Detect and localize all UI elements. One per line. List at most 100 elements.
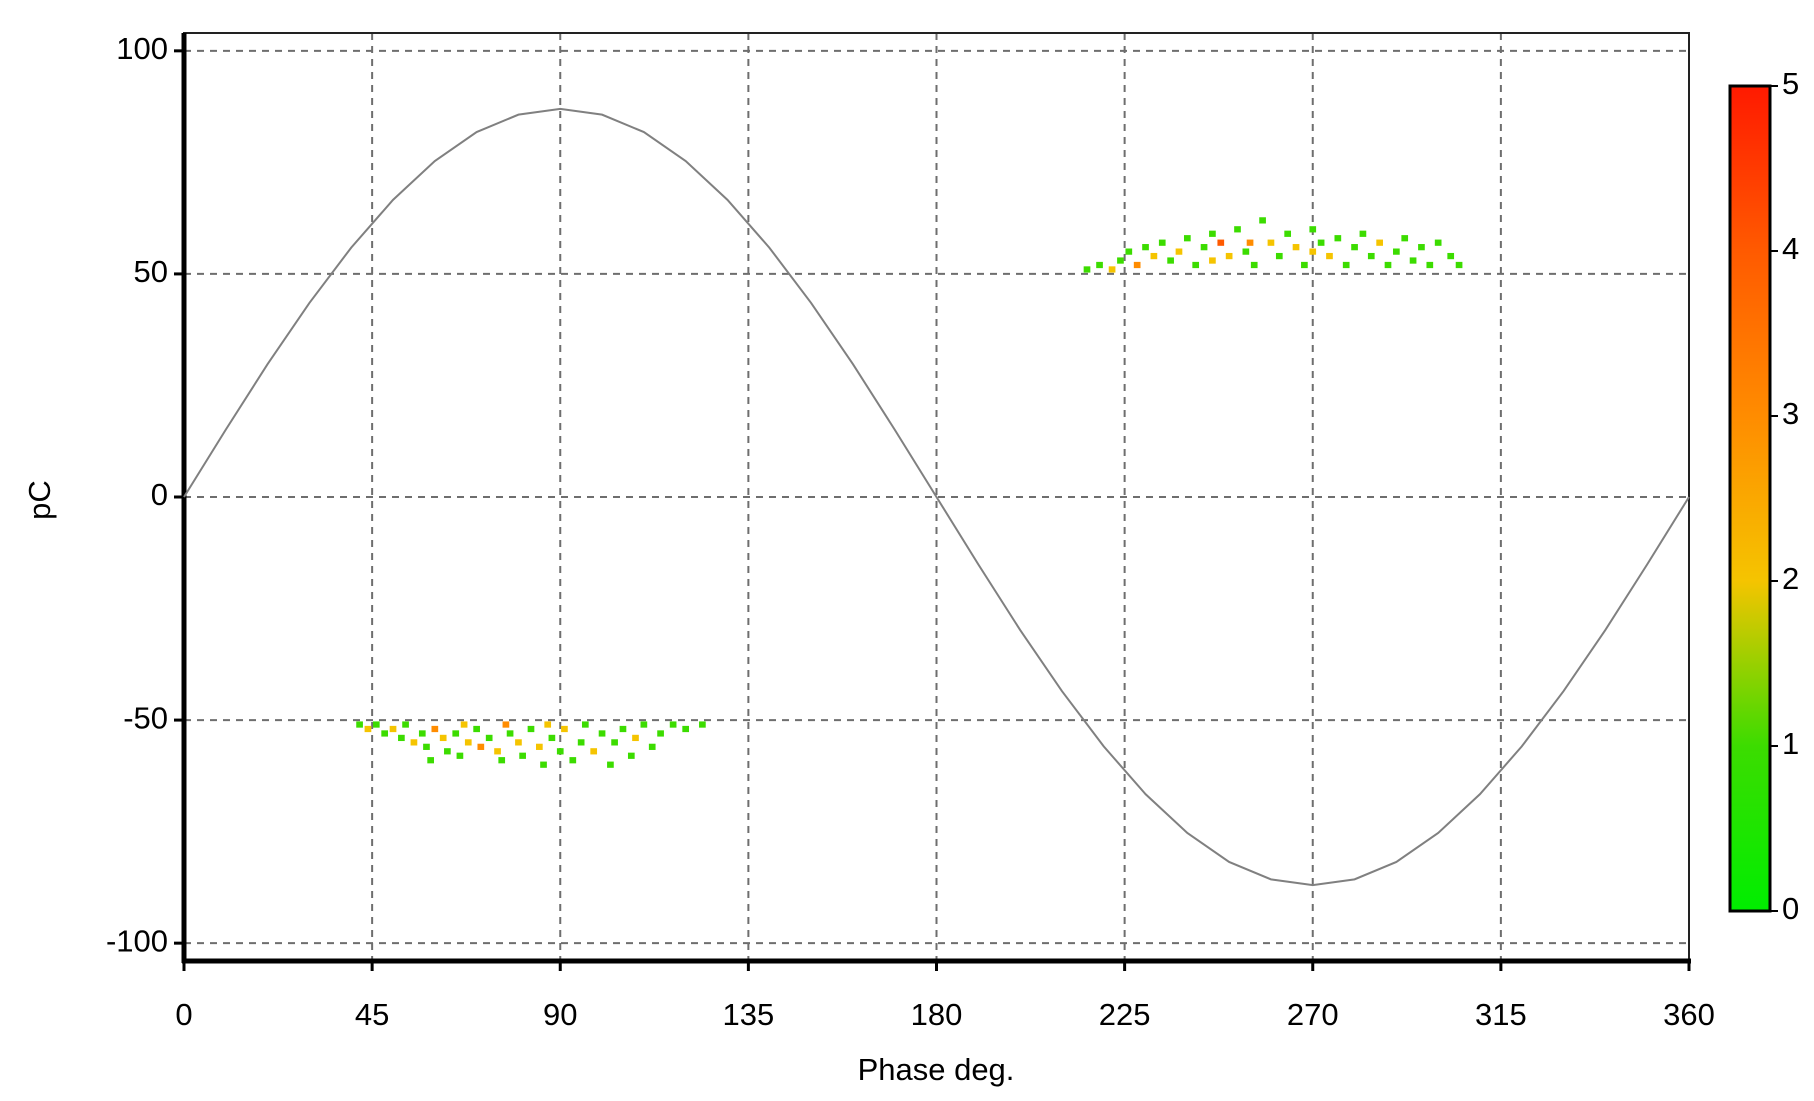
colorbar-tick-label: 5 [1782,66,1799,101]
discharge-point [1447,252,1455,260]
discharge-point [1393,248,1400,255]
discharge-point [1125,248,1133,255]
x-tick-label: 270 [1287,997,1339,1032]
discharge-point [502,721,510,728]
discharge-point [477,743,485,750]
discharge-point [1150,252,1158,260]
discharge-point [439,734,447,742]
discharge-point [1455,261,1463,269]
discharge-point [1259,217,1266,224]
discharge-point [561,725,568,733]
x-tick-label: 0 [175,997,192,1032]
discharge-point [1242,248,1250,255]
discharge-point [1267,239,1275,246]
discharge-point [1342,261,1350,269]
discharge-point [632,734,639,742]
discharge-point [356,721,363,728]
discharge-point [1217,239,1225,246]
discharge-point [1133,261,1141,269]
x-tick-label: 45 [355,997,389,1032]
discharge-point [1409,257,1417,264]
discharge-point [544,721,552,728]
discharge-point [1351,244,1358,251]
discharge-point [1142,244,1149,251]
discharge-point [619,725,627,733]
discharge-point [607,761,614,768]
reference-sine [183,107,1690,887]
discharge-point [1108,266,1116,273]
discharge-point [1083,266,1091,273]
x-axis-label: Phase deg. [858,1052,1015,1087]
discharge-point [515,739,522,746]
discharge-point [410,739,418,746]
discharge-point [569,757,577,764]
discharge-point [506,730,514,737]
discharge-point [611,739,618,746]
colorbar-tick-label: 3 [1782,396,1799,431]
colorbar-tick-label: 2 [1782,561,1799,596]
discharge-point [577,739,585,746]
discharge-point [389,725,397,733]
discharge-point [590,748,598,755]
discharge-point [1246,239,1254,246]
discharge-point [364,725,372,733]
discharge-point [1317,239,1325,246]
colorbar [1728,84,1772,913]
discharge-point [1275,252,1283,260]
discharge-point [1292,244,1300,251]
discharge-point [431,725,439,733]
discharge-point [1326,252,1333,260]
discharge-point [372,721,380,728]
discharge-point [548,734,556,742]
discharge-point [1234,226,1241,233]
x-tick-label: 90 [543,997,577,1032]
discharge-point [1183,235,1191,242]
y-tick-label: 0 [151,477,168,512]
discharge-point [427,757,434,764]
discharge-point [1175,248,1183,255]
discharge-point [473,725,480,733]
discharge-point [1309,248,1317,255]
discharge-point [1209,230,1216,237]
y-tick-label: -100 [106,923,168,958]
discharge-point [1117,257,1124,264]
discharge-point [444,748,451,755]
discharge-point [699,721,706,728]
x-tick-label: 180 [911,997,963,1032]
discharge-point [1225,252,1233,260]
discharge-point [498,757,506,764]
discharge-point [556,748,564,755]
discharge-point [423,743,430,750]
x-tick-label: 135 [723,997,775,1032]
discharge-point [1167,257,1174,264]
discharge-point [669,721,677,728]
discharge-point [1250,261,1258,269]
discharge-point [494,748,501,755]
discharge-point [1418,244,1425,251]
discharge-point [485,734,493,742]
discharge-point [1158,239,1166,246]
discharge-point [1301,261,1308,269]
colorbar-tick-label: 1 [1782,726,1799,761]
discharge-point [381,730,389,737]
discharge-point [1426,261,1434,269]
discharge-point [527,725,535,733]
discharge-point [640,721,648,728]
discharge-point [1359,230,1367,237]
y-tick-label: -50 [123,700,168,735]
x-tick-label: 360 [1663,997,1715,1032]
discharge-point [598,730,606,737]
discharge-point [581,721,589,728]
discharge-point [657,730,664,737]
discharge-point [398,734,405,742]
discharge-point [460,721,468,728]
discharge-point [456,752,464,759]
y-axis-label: pC [22,480,57,520]
discharge-point [1434,239,1442,246]
discharge-point [1284,230,1292,237]
discharge-point [1200,244,1208,251]
discharge-point [627,752,635,759]
discharge-point [452,730,460,737]
discharge-point [1376,239,1383,246]
